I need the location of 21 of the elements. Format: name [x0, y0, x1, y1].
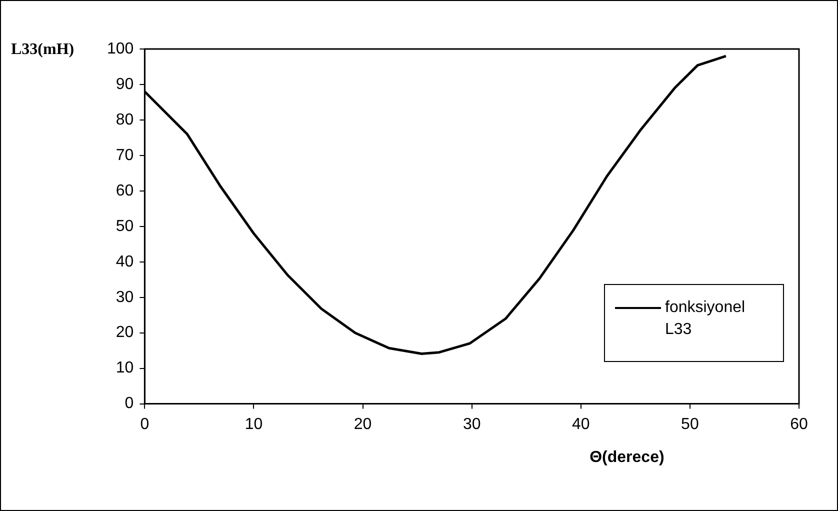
x-tick-label: 30 — [462, 416, 481, 433]
x-tick-label: 60 — [790, 416, 808, 433]
y-tick-label: 0 — [124, 395, 134, 412]
x-tick-label: 20 — [354, 416, 372, 433]
y-tick-label: 100 — [106, 40, 134, 58]
y-tick-label: 40 — [116, 253, 134, 270]
y-axis-title: L33(mH) — [11, 41, 74, 59]
y-tick-label: 50 — [116, 218, 134, 235]
y-tick-label: 60 — [116, 182, 134, 200]
y-tick-label: 20 — [116, 324, 134, 342]
x-tick-label: 40 — [572, 416, 590, 433]
x-tick-label: 10 — [244, 416, 263, 433]
legend-label: fonksiyonel L33 — [665, 298, 746, 340]
x-axis-title: Θ(derece) — [590, 448, 664, 467]
y-tick-label: 30 — [116, 288, 134, 306]
x-tick-label: 50 — [681, 416, 699, 433]
y-tick-label: 70 — [116, 146, 134, 164]
x-tick-label: 0 — [140, 416, 150, 433]
y-tick-label: 10 — [116, 360, 134, 377]
y-tick-label: 80 — [116, 111, 134, 128]
y-tick-label: 90 — [116, 76, 134, 93]
